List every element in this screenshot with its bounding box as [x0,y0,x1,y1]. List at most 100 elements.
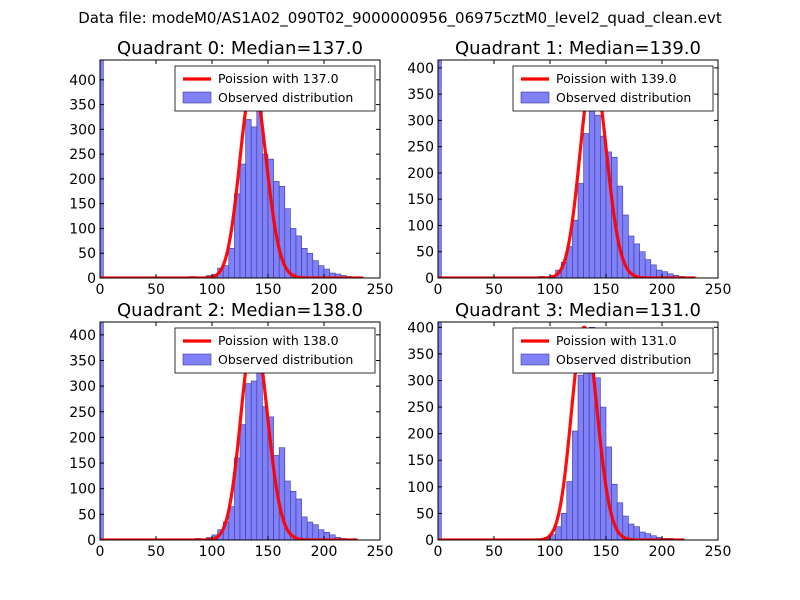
x-tick-label: 0 [96,282,105,298]
subplot-grid: Quadrant 0: Median=137.0 0 50 100 150 200 250 0… [69,38,731,560]
y-tick-label: 100 [69,482,96,498]
x-tick-label: 200 [649,282,676,298]
y-tick-label: 200 [69,430,96,446]
legend-label-poisson: Poission with 137.0 [218,71,339,86]
y-tick-label: 200 [407,166,434,182]
x-tick-label: 150 [255,282,282,298]
legend-box [174,327,376,374]
y-tick-label: 50 [78,507,96,523]
legend-box [174,65,376,112]
x-tick-label: 100 [537,282,564,298]
histogram-bar [588,93,596,278]
histogram-edge-bar [100,60,104,278]
histogram-bar [250,126,258,278]
y-tick-label: 0 [87,271,96,287]
y-tick-label: 350 [69,353,96,369]
histogram-bar [301,516,308,540]
poisson-curve [100,80,364,278]
x-tick-label: 200 [649,544,676,560]
legend-bar-swatch [520,353,550,366]
histogram-bar [301,247,308,278]
y-tick-label: 100 [407,218,434,234]
histogram-bar [312,260,319,278]
histogram-bar [295,235,302,278]
axes-frame [99,59,381,279]
y-tick-label: 50 [416,245,434,261]
x-tick-label: 150 [593,544,620,560]
subplot-quadrant-1: Quadrant 1: Median=139.0 0 50 100 150 200 250 0… [407,38,731,298]
x-tick-label: 150 [593,282,620,298]
y-tick-label: 400 [69,328,96,344]
subplot-title: Quadrant 2: Median=138.0 [117,300,363,321]
histogram-bar [250,380,258,540]
x-tick-label: 100 [199,282,226,298]
y-tick-label: 150 [69,456,96,472]
subplot-quadrant-2: Quadrant 2: Median=138.0 0 50 100 150 200 250 0… [69,300,393,560]
y-tick-label: 50 [416,506,434,522]
y-tick-label: 400 [69,73,96,89]
legend: Poission with 137.0 Observed distribution [174,65,376,112]
histogram-bar [639,251,646,278]
histogram-bar [245,119,252,278]
y-tick-label: 300 [69,122,96,138]
y-tick-label: 100 [407,480,434,496]
figure-suptitle: Data file: modeM0/AS1A02_090T02_90000009… [78,9,722,28]
histogram-bar [633,243,640,278]
axes-frame [437,59,719,279]
x-tick-label: 250 [705,544,732,560]
histogram-bar [572,219,579,278]
y-tick-label: 250 [69,405,96,421]
y-tick-label: 350 [69,98,96,114]
legend-label-observed: Observed distribution [218,90,353,105]
y-tick-label: 0 [425,533,434,549]
y-tick-label: 250 [407,140,434,156]
histogram-bar [633,526,640,540]
y-tick-label: 400 [407,320,434,336]
histogram-bar [577,374,584,540]
histogram-bar [245,383,252,540]
legend: Poission with 138.0 Observed distribution [174,327,376,374]
legend-box [512,65,714,112]
x-tick-label: 250 [367,544,394,560]
axes-frame [437,321,719,541]
x-tick-label: 250 [367,282,394,298]
legend-label-observed: Observed distribution [556,352,691,367]
plot-area [100,322,359,540]
y-tick-label: 150 [407,192,434,208]
subplot-quadrant-3: Quadrant 3: Median=131.0 0 50 100 150 200 250 0… [407,300,731,560]
subplot-title: Quadrant 1: Median=139.0 [455,38,701,59]
histogram-bar [583,133,590,278]
y-tick-label: 300 [407,113,434,129]
histogram-bar [555,526,562,540]
x-tick-label: 100 [537,544,564,560]
legend-label-poisson: Poission with 131.0 [556,333,677,348]
plot-area [100,60,364,278]
y-tick-label: 100 [69,221,96,237]
x-tick-label: 200 [311,282,338,298]
x-tick-label: 50 [147,544,165,560]
legend-label-observed: Observed distribution [218,352,353,367]
histogram-bar [290,228,297,278]
legend-label-poisson: Poission with 139.0 [556,71,677,86]
histogram-edge-bar [438,322,442,540]
y-tick-label: 300 [407,373,434,389]
histogram-bar [306,521,314,540]
y-tick-label: 0 [87,533,96,549]
y-tick-label: 250 [69,147,96,163]
legend-label-poisson: Poission with 138.0 [218,333,339,348]
subplot-title: Quadrant 3: Median=131.0 [455,300,701,321]
x-tick-label: 50 [485,282,503,298]
histogram-bar [572,430,579,540]
y-tick-label: 50 [78,246,96,262]
histogram-bar [239,163,246,278]
histogram-edge-bar [100,322,104,540]
y-tick-label: 300 [69,379,96,395]
legend-bar-swatch [182,91,212,104]
legend-box [512,327,714,374]
histogram-bar [312,524,319,540]
histogram-bar [222,265,230,278]
y-tick-label: 0 [425,271,434,287]
y-tick-label: 200 [407,427,434,443]
y-tick-label: 200 [69,172,96,188]
